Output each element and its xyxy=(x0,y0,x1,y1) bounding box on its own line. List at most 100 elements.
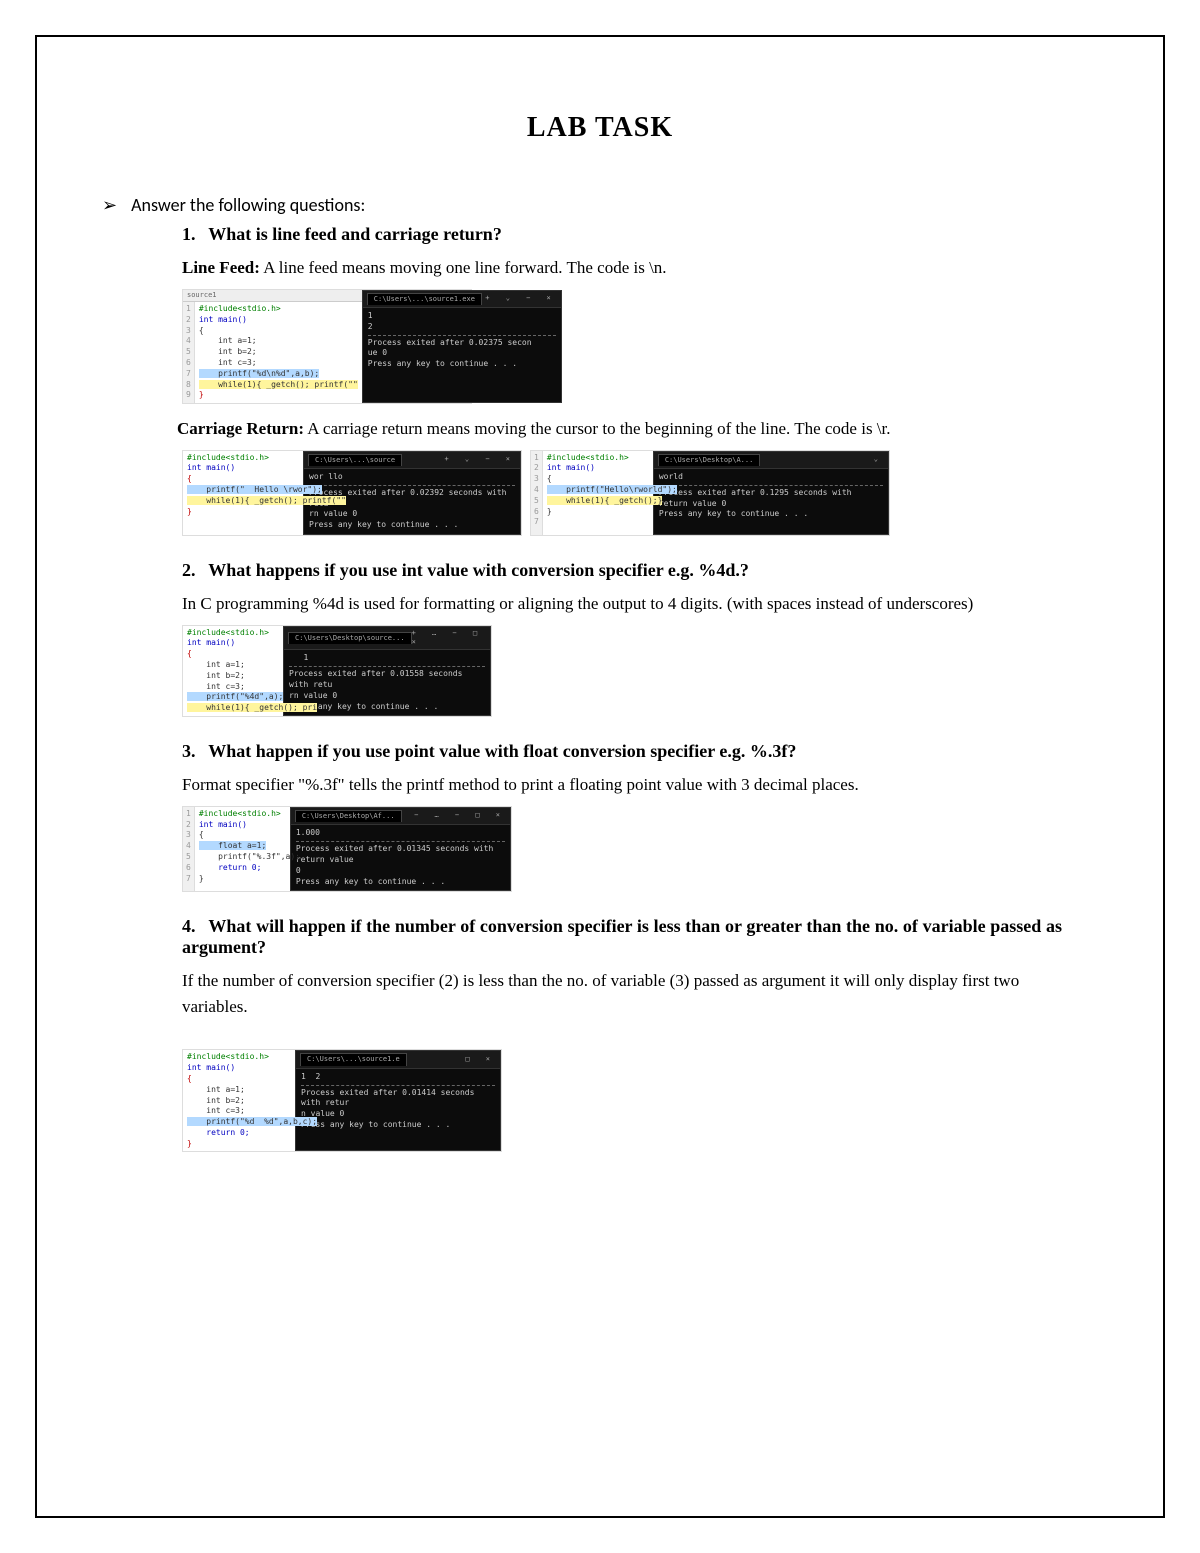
terminal-tab: C:\Users\...\source xyxy=(308,454,402,466)
gutter: 1 2 3 4 5 6 7 xyxy=(531,451,543,535)
cr-text: A carriage return means moving the curso… xyxy=(304,419,891,438)
terminal-titlebar: C:\Users\Desktop\source... + … − □ × xyxy=(284,627,490,651)
term-line: Press any key to continue . . . xyxy=(296,877,445,886)
term-divider xyxy=(309,485,515,486)
code-line: #include<stdio.h> xyxy=(199,304,281,313)
cr-screenshot-row: #include<stdio.h> int main() { printf(" … xyxy=(182,450,1098,536)
code-line: printf("%d\n%d",a,b); xyxy=(199,369,319,378)
editor-body: #include<stdio.h> int main() { int a=1; … xyxy=(183,626,283,717)
window-controls: ⌄ xyxy=(874,455,884,464)
term-line: Process exited after 0.01558 seconds wit… xyxy=(289,669,467,689)
code-line: return 0; xyxy=(187,1128,250,1137)
code-line: #include<stdio.h> xyxy=(187,453,269,462)
code-line: printf("%d %d",a,b,c); xyxy=(187,1117,317,1126)
code-line: int main() xyxy=(199,820,247,829)
code-line: int main() xyxy=(187,463,235,472)
window-controls: + ⌄ − × xyxy=(444,455,516,464)
q3-answer: Format specifier "%.3f" tells the printf… xyxy=(182,772,1098,798)
q1-cr-answer: Carriage Return: A carriage return means… xyxy=(177,416,1098,442)
term-line: Press any key to continue . . . xyxy=(659,509,808,518)
terminal-titlebar: C:\Users\...\source1.e □ × xyxy=(296,1051,500,1068)
page: LAB TASK ➢ Answer the following question… xyxy=(0,0,1200,1553)
terminal-tab: C:\Users\Desktop\A... xyxy=(658,454,761,466)
cr-label: Carriage Return: xyxy=(177,419,304,438)
cr-terminal-2: C:\Users\Desktop\A... ⌄ world Process ex… xyxy=(653,451,889,535)
q4-code-editor: #include<stdio.h> int main() { int a=1; … xyxy=(182,1049,502,1152)
q2-title: What happens if you use int value with c… xyxy=(208,560,749,580)
code-line: #include<stdio.h> xyxy=(187,1052,269,1061)
term-line: Press any key to continue . . . xyxy=(368,359,517,368)
code-line: int a=1; xyxy=(187,1085,245,1094)
q2-num: 2. xyxy=(182,560,204,581)
cr-code-editor-2: 1 2 3 4 5 6 7 #include<stdio.h> int main… xyxy=(530,450,890,536)
code-line: #include<stdio.h> xyxy=(547,453,629,462)
lf-terminal: C:\Users\...\source1.exe + ⌄ − × 1 2 Pro… xyxy=(362,290,562,404)
gutter: 1 2 3 4 5 6 7 xyxy=(183,807,195,891)
term-line: Press any key to continue . . . xyxy=(301,1120,450,1129)
q1-num: 1. xyxy=(182,224,204,245)
window-controls: + … − □ × xyxy=(412,629,486,648)
page-border: LAB TASK ➢ Answer the following question… xyxy=(35,35,1165,1518)
code-line: int a=1; xyxy=(187,660,245,669)
q4-screenshot-row: #include<stdio.h> int main() { int a=1; … xyxy=(182,1049,1098,1152)
editor-body: #include<stdio.h> int main() { printf("H… xyxy=(543,451,653,535)
term-line: 2 xyxy=(368,322,373,331)
term-line: rn value 0 xyxy=(289,691,337,700)
terminal-body: 1 2 Process exited after 0.02375 secon u… xyxy=(363,308,561,373)
question-3: 3. What happen if you use point value wi… xyxy=(182,741,1098,892)
code-line: #include<stdio.h> xyxy=(199,809,281,818)
code-line: while(1){ _getch(); pri xyxy=(187,703,317,712)
gutter: 1 2 3 4 5 6 7 8 9 xyxy=(183,302,195,403)
q4-heading: 4. What will happen if the number of con… xyxy=(182,916,1062,958)
code-line: while(1){ _getch(); printf("" xyxy=(199,380,358,389)
terminal-tab: C:\Users\...\source1.exe xyxy=(367,293,482,305)
terminal-tab: C:\Users\...\source1.e xyxy=(300,1053,407,1065)
terminal-tab: C:\Users\Desktop\Af... xyxy=(295,810,402,822)
q3-title: What happen if you use point value with … xyxy=(208,741,796,761)
q3-num: 3. xyxy=(182,741,204,762)
q1-heading: 1. What is line feed and carriage return… xyxy=(182,224,1098,245)
q1-lf-answer: Line Feed: A line feed means moving one … xyxy=(182,255,1098,281)
code-line: printf("%4d",a); xyxy=(187,692,283,701)
editor-body: #include<stdio.h> int main() { float a=1… xyxy=(195,807,290,891)
terminal-body: world Process exited after 0.1295 second… xyxy=(654,469,888,523)
code-line: printf("Hello\rworld"); xyxy=(547,485,677,494)
window-controls: + ⌄ − × xyxy=(485,294,557,303)
lf-text: A line feed means moving one line forwar… xyxy=(260,258,667,277)
code-line: int c=3; xyxy=(187,682,245,691)
terminal-titlebar: C:\Users\...\source1.exe + ⌄ − × xyxy=(363,291,561,308)
arrow-icon: ➢ xyxy=(102,195,117,216)
window-controls: − … − □ × xyxy=(414,811,506,820)
code-line: { xyxy=(187,474,192,483)
term-line: 1.000 xyxy=(296,828,320,837)
cr-terminal-1: C:\Users\...\source + ⌄ − × wor llo Proc… xyxy=(303,451,521,535)
term-line: wor llo xyxy=(309,472,343,481)
editor-body: #include<stdio.h> int main() { int a=1; … xyxy=(195,302,362,403)
term-line: 0 xyxy=(296,866,301,875)
terminal-titlebar: C:\Users\Desktop\A... ⌄ xyxy=(654,452,888,469)
question-4: 4. What will happen if the number of con… xyxy=(182,916,1098,1152)
q3-screenshot-row: 1 2 3 4 5 6 7 #include<stdio.h> int main… xyxy=(182,806,1098,892)
code-line: int b=2; xyxy=(199,347,257,356)
code-line: int main() xyxy=(187,638,235,647)
code-line: { xyxy=(199,830,204,839)
q4-answer: If the number of conversion specifier (2… xyxy=(182,968,1062,1019)
term-line: Process exited after 0.02375 secon xyxy=(368,338,532,347)
q3-code-editor: 1 2 3 4 5 6 7 #include<stdio.h> int main… xyxy=(182,806,512,892)
term-divider xyxy=(289,666,485,667)
terminal-body: 1.000 Process exited after 0.01345 secon… xyxy=(291,825,510,890)
code-line: printf(" Hello \rwor"); xyxy=(187,485,322,494)
lf-label: Line Feed: xyxy=(182,258,260,277)
term-divider xyxy=(296,841,505,842)
term-line: rn value 0 xyxy=(309,509,357,518)
code-line: int main() xyxy=(187,1063,235,1072)
code-line: int c=3; xyxy=(187,1106,245,1115)
terminal-body: 1 2 Process exited after 0.01414 seconds… xyxy=(296,1069,500,1134)
terminal-titlebar: C:\Users\...\source + ⌄ − × xyxy=(304,452,520,469)
question-1: 1. What is line feed and carriage return… xyxy=(182,224,1098,536)
terminal-titlebar: C:\Users\Desktop\Af... − … − □ × xyxy=(291,808,510,825)
cr-code-editor-1: #include<stdio.h> int main() { printf(" … xyxy=(182,450,522,536)
term-line: world xyxy=(659,472,683,481)
lf-screenshot-row: source1 1 2 3 4 5 6 7 8 9 #include<stdio… xyxy=(182,289,1098,405)
q2-screenshot-row: #include<stdio.h> int main() { int a=1; … xyxy=(182,625,1098,718)
